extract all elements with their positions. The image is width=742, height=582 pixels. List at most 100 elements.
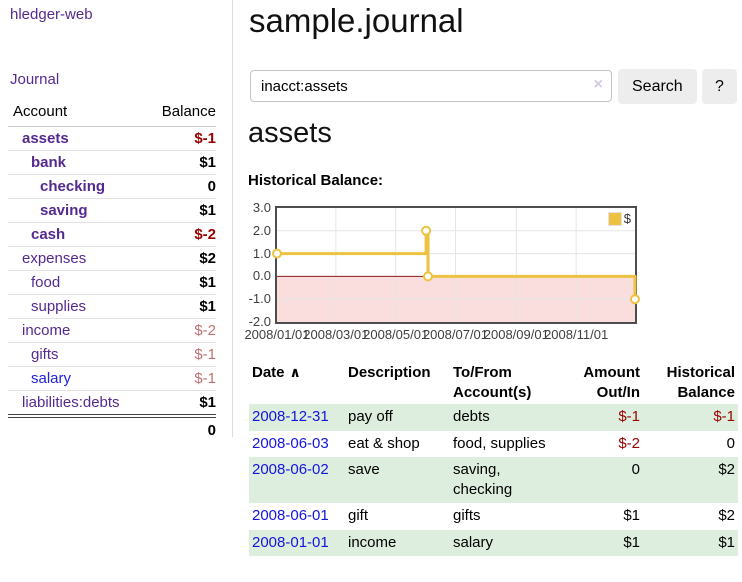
x-axis-tick-label: 2008/05/01 [363, 327, 429, 342]
account-row-supplies: supplies $1 [8, 294, 216, 319]
account-row-bank: bank $1 [8, 150, 216, 175]
account-row-saving: saving $1 [8, 198, 216, 223]
accounts-header-balance: Balance [147, 103, 216, 127]
x-axis-tick-label: 2008/09/01 [483, 327, 549, 342]
x-axis-tick-label: 2008/07/01 [422, 327, 489, 342]
register-header-date[interactable]: Date ∧ [252, 364, 301, 381]
account-link-bank[interactable]: bank [31, 154, 67, 171]
data-point-marker[interactable] [272, 248, 282, 259]
search-input[interactable] [250, 70, 612, 102]
register-table: Date ∧ Description To/From Account(s) Amo… [249, 361, 738, 556]
historical-balance-chart: 3.0 2.0 1.0 0.0 -1.0 -2.0 $ 2008/01/01 2008/03… [244, 200, 689, 345]
clear-search-icon[interactable]: × [593, 76, 603, 93]
account-balance-cash: $-2 [147, 222, 216, 247]
account-link-saving[interactable]: saving [40, 202, 88, 219]
y-axis-tick-label: 2.0 [252, 222, 271, 238]
transaction-description: gift [348, 507, 369, 524]
data-point-marker[interactable] [421, 225, 432, 236]
legend-label: $ [623, 211, 631, 226]
account-balance-saving: $1 [147, 198, 216, 223]
account-balance-gifts: $-1 [147, 342, 216, 367]
search-form: × [250, 70, 612, 102]
x-axis-tick-label: 2008/01/01 [244, 327, 310, 342]
transaction-balance: $1 [643, 529, 738, 556]
register-header-accounts: To/From Account(s) [453, 364, 532, 401]
data-point-marker[interactable] [423, 271, 434, 282]
account-link-income[interactable]: income [22, 322, 71, 339]
register-header-amount: Amount Out/In [583, 364, 640, 401]
y-axis-tick-label: -2.0 [248, 314, 271, 329]
register-row[interactable]: 2008-12-31 pay off debts $-1 $-1 [249, 404, 738, 431]
chart-plot-area[interactable]: $ [272, 206, 640, 324]
account-link-cash[interactable]: cash [31, 226, 66, 243]
x-axis-tick-label: 2008/11/01 [544, 327, 609, 342]
account-balance-assets: $-1 [194, 130, 216, 147]
transaction-balance: $2 [643, 457, 738, 503]
account-link-expenses[interactable]: expenses [22, 250, 87, 267]
account-balance-food: $1 [147, 270, 216, 295]
account-balance-liabilities-debts: $1 [147, 390, 216, 416]
register-header-row: Date ∧ Description To/From Account(s) Amo… [249, 361, 738, 404]
account-link-supplies[interactable]: supplies [31, 298, 87, 315]
transaction-balance: $2 [718, 507, 735, 524]
search-button[interactable]: Search [618, 69, 697, 104]
account-row-salary: salary $-1 [8, 366, 216, 391]
accounts-table: Account Balance assets $-1 bank $1 check… [8, 103, 216, 442]
transaction-description: pay off [345, 404, 450, 431]
account-row-assets: assets $-1 [8, 127, 216, 151]
transaction-accounts: salary [450, 529, 560, 556]
x-axis-tick-label: 2008/03/01 [303, 327, 369, 342]
transaction-description: save [345, 457, 450, 503]
account-link-assets[interactable]: assets [22, 130, 69, 147]
app-brand-link[interactable]: hledger-web [10, 6, 93, 23]
register-header-balance: Historical Balance [666, 364, 735, 401]
account-balance-income: $-2 [147, 318, 216, 343]
account-link-gifts[interactable]: gifts [31, 346, 59, 363]
transaction-balance: 0 [726, 434, 735, 452]
account-link-liabilities-debts[interactable]: liabilities:debts [22, 394, 120, 411]
account-heading: assets [248, 117, 332, 149]
transaction-amount: 0 [560, 457, 643, 503]
account-row-income: income $-2 [8, 318, 216, 343]
transaction-amount: $-2 [618, 434, 640, 452]
register-row[interactable]: 2008-06-03 eat & shop food, supplies $-2… [249, 431, 738, 458]
account-link-checking[interactable]: checking [40, 178, 106, 195]
transaction-accounts: saving, checking [450, 457, 560, 503]
transaction-balance: $-1 [643, 404, 738, 431]
chart-title: Historical Balance: [248, 172, 384, 189]
transaction-date-link[interactable]: 2008-06-02 [252, 461, 329, 478]
sidebar: hledger-web Journal Account Balance asse… [0, 0, 233, 442]
transaction-accounts: food, supplies [453, 434, 546, 452]
transaction-date-link[interactable]: 2008-06-03 [252, 434, 329, 452]
y-axis-tick-label: 1.0 [252, 245, 271, 261]
account-row-gifts: gifts $-1 [8, 342, 216, 367]
register-row[interactable]: 2008-01-01 income salary $1 $1 [249, 529, 738, 556]
account-balance-salary: $-1 [147, 366, 216, 391]
account-row-cash: cash $-2 [8, 222, 216, 247]
transaction-date-link[interactable]: 2008-06-01 [252, 507, 329, 524]
account-balance-supplies: $1 [147, 294, 216, 319]
register-row[interactable]: 2008-06-01 gift gifts $1 $2 [249, 503, 738, 530]
transaction-date-link[interactable]: 2008-12-31 [252, 408, 329, 425]
transaction-date-link[interactable]: 2008-01-01 [252, 533, 329, 551]
data-point-marker[interactable] [630, 294, 640, 305]
page-title: sample.journal [249, 2, 464, 39]
account-link-food[interactable]: food [31, 274, 61, 291]
transaction-accounts: gifts [453, 507, 481, 524]
sidebar-item-journal[interactable]: Journal [10, 71, 60, 88]
y-axis-tick-label: 3.0 [252, 200, 271, 215]
account-row-expenses: expenses $2 [8, 246, 216, 271]
account-balance-checking: 0 [147, 174, 216, 199]
transaction-amount: $1 [623, 507, 640, 524]
account-row-food: food $1 [8, 270, 216, 295]
transaction-accounts: debts [450, 404, 560, 431]
help-button[interactable]: ? [702, 69, 737, 104]
account-link-salary[interactable]: salary [31, 370, 72, 387]
legend-swatch-icon [607, 211, 622, 226]
register-header-description: Description [348, 364, 431, 381]
account-balance-bank: $1 [147, 150, 216, 175]
register-row[interactable]: 2008-06-02 save saving, checking 0 $2 [249, 457, 738, 503]
account-row-liabilities-debts: liabilities:debts $1 [8, 390, 216, 416]
account-row-checking: checking 0 [8, 174, 216, 199]
sort-ascending-icon: ∧ [289, 364, 301, 380]
